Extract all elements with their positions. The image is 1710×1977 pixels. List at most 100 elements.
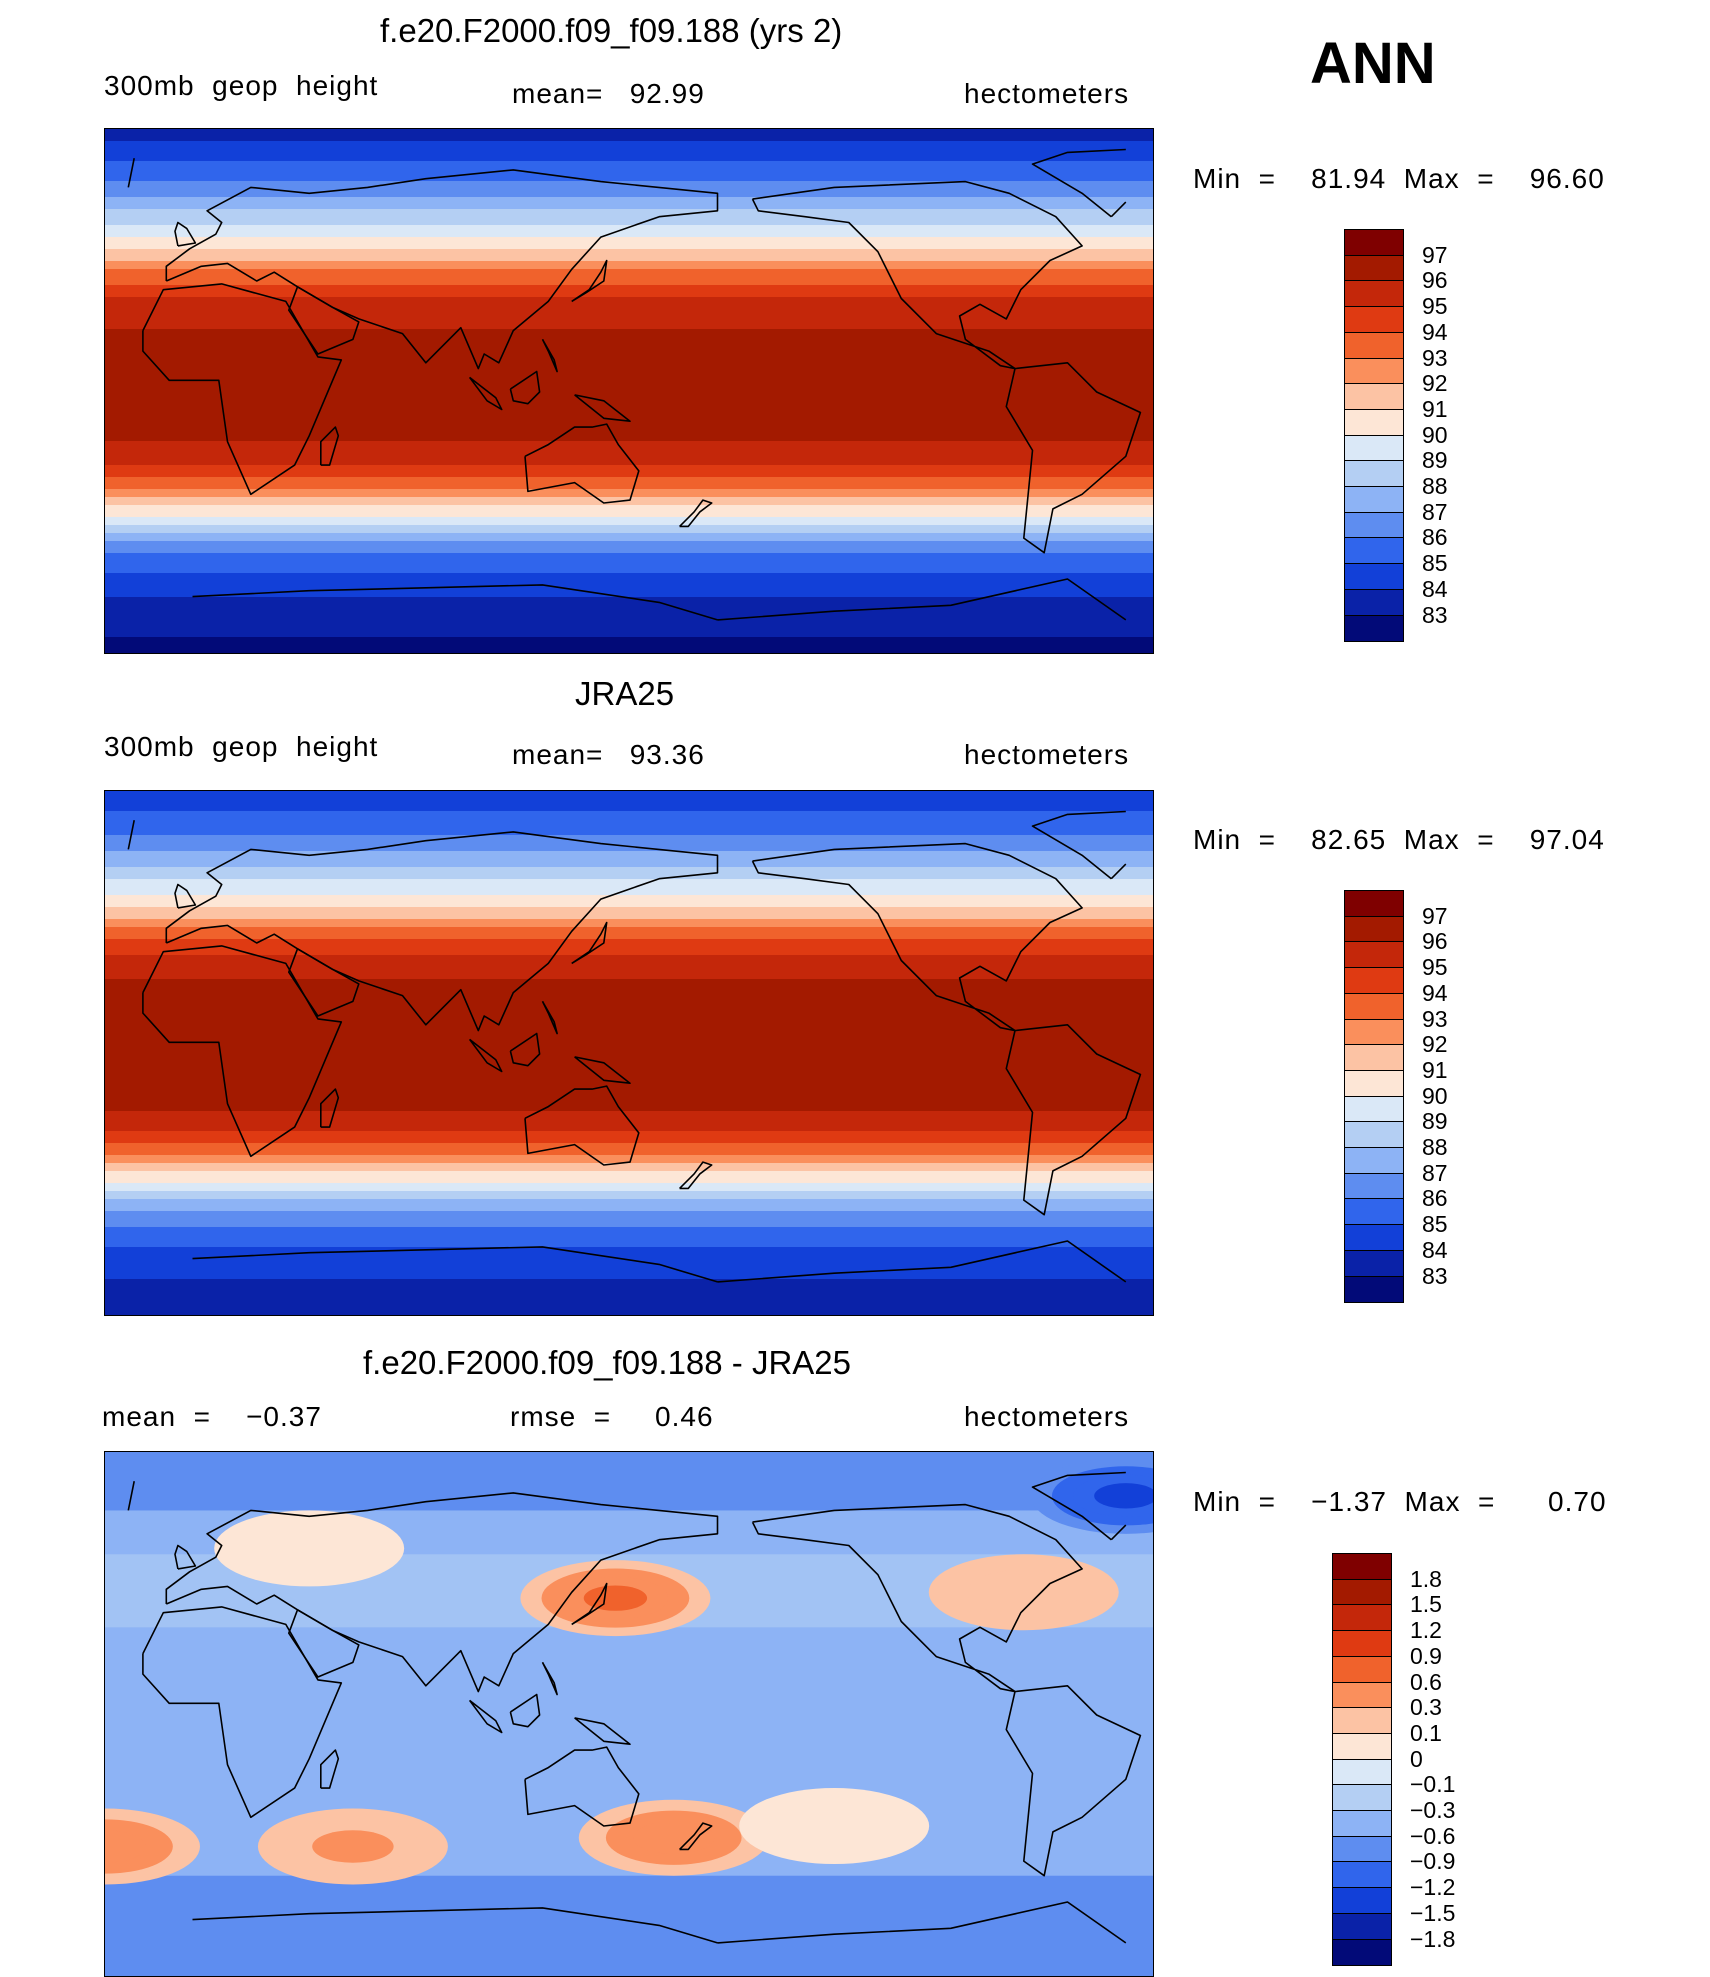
contour-band	[105, 1195, 1153, 1200]
contour-band	[105, 1127, 1153, 1132]
contour-band	[105, 133, 1153, 138]
coastline-0-0	[142, 283, 343, 496]
colorbar-swatch	[1332, 1630, 1392, 1658]
contour-band	[105, 899, 1153, 904]
colorbar-swatch	[1344, 1018, 1404, 1046]
contour-band	[105, 1031, 1153, 1036]
contour-band	[105, 201, 1153, 206]
contour-band	[105, 831, 1153, 836]
contour-band	[105, 245, 1153, 250]
colorbar-tick-label: 85	[1422, 1211, 1448, 1238]
contour-band	[105, 261, 1153, 266]
contour-band	[105, 1111, 1153, 1116]
contour-band	[105, 1159, 1153, 1164]
contour-band	[105, 903, 1153, 908]
contour-band	[105, 413, 1153, 418]
contour-band	[105, 585, 1153, 590]
contour-band	[105, 1063, 1153, 1068]
contour-band	[105, 851, 1153, 856]
contour-band	[105, 1123, 1153, 1128]
contour-band	[105, 637, 1153, 642]
coastline-1-11	[679, 1161, 713, 1190]
colorbar-swatch	[1332, 1681, 1392, 1709]
contour-band	[105, 863, 1153, 868]
coastline-2-11	[679, 1822, 713, 1851]
coastline-1-10	[174, 883, 197, 909]
contour-band	[105, 1175, 1153, 1180]
colorbar-tick-label: 83	[1422, 1262, 1448, 1289]
contour-band	[105, 843, 1153, 848]
coastline-0-13	[468, 376, 503, 411]
contour-band	[105, 1287, 1153, 1292]
colorbar-swatch	[1344, 408, 1404, 437]
contour-band	[105, 1083, 1153, 1088]
colorbar-tick-label: 92	[1422, 1031, 1448, 1058]
contour-band	[105, 557, 1153, 562]
contour-band	[105, 927, 1153, 932]
contour-band	[105, 329, 1153, 334]
contour-band	[105, 955, 1153, 960]
panel2-mean-label: mean= 93.36	[512, 739, 705, 770]
contour-band	[105, 517, 1153, 522]
map-svg-1	[105, 791, 1153, 1315]
contour-band	[105, 1231, 1153, 1236]
contour-band	[105, 389, 1153, 394]
colorbar-swatch	[1344, 992, 1404, 1020]
colorbar-tick-label: 0.3	[1410, 1694, 1442, 1721]
contour-band	[105, 803, 1153, 808]
contour-band	[105, 445, 1153, 450]
contour-band	[105, 979, 1153, 984]
contour-band	[105, 221, 1153, 226]
contour-band	[105, 477, 1153, 482]
colorbar-swatch	[1344, 915, 1404, 943]
anomaly-contour-4-2	[105, 1830, 146, 1863]
contour-band	[105, 513, 1153, 518]
coastline-2-3	[751, 1503, 1083, 1693]
contour-band	[105, 983, 1153, 988]
contour-band	[105, 891, 1153, 896]
contour-band	[105, 369, 1153, 374]
colorbar-tick-label: 93	[1422, 344, 1448, 371]
colorbar-swatch	[1332, 1707, 1392, 1735]
contour-band	[105, 1275, 1153, 1280]
contour-band	[105, 281, 1153, 286]
colorbar-swatch	[1332, 1810, 1392, 1838]
contour-band	[105, 819, 1153, 824]
contour-band	[105, 919, 1153, 924]
coastline-2-8	[571, 1582, 608, 1626]
contour-band	[105, 265, 1153, 270]
colorbar-tick-label: 91	[1422, 1056, 1448, 1083]
contour-band	[105, 1147, 1153, 1152]
panel2-variable-label: 300mb geop height	[104, 731, 379, 762]
contour-band	[105, 317, 1153, 322]
contour-band	[105, 137, 1153, 142]
colorbar-tick-label: −0.1	[1410, 1771, 1456, 1798]
contour-band	[105, 417, 1153, 422]
coastline-2-13	[468, 1699, 503, 1734]
contour-band	[105, 297, 1153, 302]
contour-band	[105, 947, 1153, 952]
contour-band	[105, 1047, 1153, 1052]
contour-band	[105, 1247, 1153, 1252]
contour-band	[105, 1075, 1153, 1080]
coastline-0-14	[574, 394, 631, 422]
contour-band	[105, 1291, 1153, 1296]
contour-band	[105, 1019, 1153, 1024]
colorbar-tick-label: 85	[1422, 550, 1448, 577]
contour-band	[105, 1207, 1153, 1212]
contour-band	[105, 593, 1153, 598]
contour-band	[105, 441, 1153, 446]
contour-band	[105, 633, 1153, 638]
contour-band	[105, 1307, 1153, 1312]
colorbar-tick-label: 87	[1422, 498, 1448, 525]
panel1-minmax: Min = 81.94 Max = 96.60	[1193, 163, 1605, 194]
coastline-1-14	[574, 1056, 631, 1084]
colorbar-swatch	[1332, 1861, 1392, 1889]
coastline-1-3	[751, 842, 1083, 1032]
colorbar-swatch	[1344, 588, 1404, 616]
contour-band	[105, 353, 1153, 358]
contour-band	[105, 181, 1153, 186]
contour-band	[105, 393, 1153, 398]
colorbar-tick-label: 86	[1422, 1185, 1448, 1212]
colorbar-swatch	[1344, 1069, 1404, 1098]
